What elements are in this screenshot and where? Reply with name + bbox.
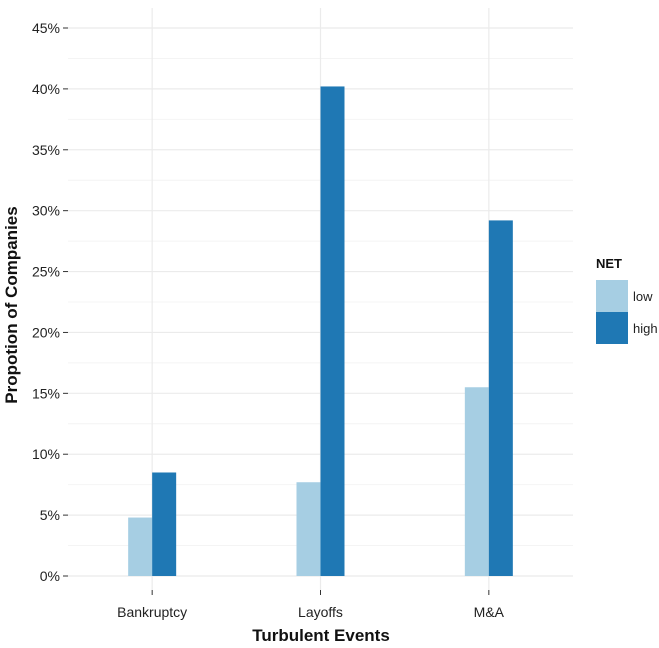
x-tick-label: Layoffs [298, 604, 343, 620]
y-tick-label: 15% [32, 385, 60, 401]
x-axis-title: Turbulent Events [252, 626, 390, 645]
x-axis-ticks: Bankruptcy Layoffs M&A [117, 590, 505, 620]
bar-high-bankruptcy [152, 472, 177, 576]
bar-low-m-a [464, 387, 489, 576]
bar-low-bankruptcy [128, 517, 153, 576]
bars [128, 86, 513, 577]
legend-swatch-high [596, 312, 628, 344]
y-tick-label: 20% [32, 324, 60, 340]
y-tick-label: 40% [32, 81, 60, 97]
bar-high-layoffs [320, 86, 345, 576]
legend-swatch-low [596, 280, 628, 312]
y-tick-label: 25% [32, 264, 60, 280]
x-tick-label: M&A [474, 604, 505, 620]
legend: NET low high [596, 256, 658, 344]
x-tick-label: Bankruptcy [117, 604, 187, 620]
y-tick-label: 45% [32, 20, 60, 36]
y-tick-label: 35% [32, 142, 60, 158]
legend-label-high: high [633, 321, 658, 336]
y-tick-label: 0% [40, 568, 60, 584]
y-axis-title: Propotion of Companies [2, 206, 21, 403]
y-axis-ticks: 0% 5% 10% 15% 20% 25% 30% 35% 40% 45% [32, 20, 68, 584]
bar-high-m-a [488, 220, 513, 577]
y-tick-label: 10% [32, 446, 60, 462]
bar-low-layoffs [296, 482, 321, 576]
legend-title: NET [596, 256, 622, 271]
y-tick-label: 30% [32, 203, 60, 219]
y-tick-label: 5% [40, 507, 60, 523]
legend-label-low: low [633, 289, 653, 304]
